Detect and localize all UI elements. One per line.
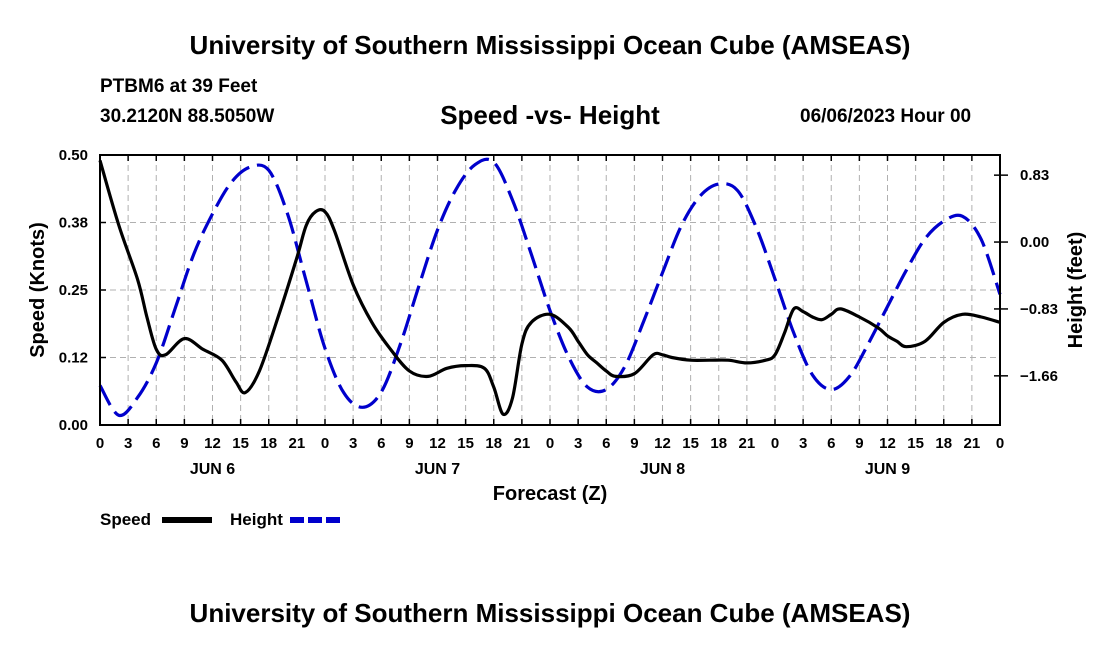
x-tick-label: 12 bbox=[879, 435, 896, 452]
x-tick-label: 18 bbox=[710, 435, 727, 452]
forecast-datetime: 06/06/2023 Hour 00 bbox=[800, 106, 972, 127]
day-label: JUN 9 bbox=[865, 461, 910, 478]
x-tick-label: 15 bbox=[457, 435, 474, 452]
station-label: PTBM6 at 39 Feet bbox=[100, 76, 258, 97]
y-tick-label: 0.50 bbox=[59, 147, 88, 164]
x-tick-label: 3 bbox=[574, 435, 582, 452]
y-axis-label: Speed (Knots) bbox=[27, 222, 49, 358]
y-tick-label: 0.38 bbox=[59, 215, 88, 232]
series-lines bbox=[98, 157, 1002, 418]
y-tick-label: 0.12 bbox=[59, 350, 88, 367]
x-axis-label: Forecast (Z) bbox=[493, 483, 607, 505]
x-tick-label: 9 bbox=[180, 435, 188, 452]
day-label: JUN 8 bbox=[640, 461, 685, 478]
day-label: JUN 6 bbox=[190, 461, 235, 478]
y-tick-label: 0.00 bbox=[59, 417, 88, 434]
chart-subtitle: Speed -vs- Height bbox=[440, 100, 660, 130]
y2-tick-label: 0.83 bbox=[1020, 167, 1049, 184]
x-tick-label: 3 bbox=[124, 435, 132, 452]
speed-series-line bbox=[98, 159, 1001, 417]
grid-lines bbox=[100, 155, 1000, 425]
x-tick-label: 15 bbox=[232, 435, 249, 452]
legend-speed-label: Speed bbox=[100, 510, 152, 529]
y2-tick-label: −0.83 bbox=[1020, 301, 1058, 318]
x-tick-label: 6 bbox=[827, 435, 835, 452]
x-tick-label: 21 bbox=[739, 435, 756, 452]
y2-tick-label: −1.66 bbox=[1020, 368, 1058, 385]
x-tick-label: 15 bbox=[682, 435, 699, 452]
x-tick-label: 18 bbox=[260, 435, 277, 452]
x-tick-label: 18 bbox=[935, 435, 952, 452]
x-tick-label: 0 bbox=[321, 435, 329, 452]
footer-title: University of Southern Mississippi Ocean… bbox=[189, 598, 911, 628]
y-tick-label: 0.25 bbox=[59, 282, 88, 299]
x-tick-label: 0 bbox=[996, 435, 1004, 452]
x-tick-label: 21 bbox=[289, 435, 306, 452]
x-tick-label: 9 bbox=[405, 435, 413, 452]
x-tick-label: 15 bbox=[907, 435, 924, 452]
y2-tick-label: 0.00 bbox=[1020, 234, 1049, 251]
x-tick-label: 0 bbox=[771, 435, 779, 452]
x-tick-label: 6 bbox=[602, 435, 610, 452]
chart-title: University of Southern Mississippi Ocean… bbox=[189, 30, 911, 60]
x-tick-label: 6 bbox=[152, 435, 160, 452]
day-label: JUN 7 bbox=[415, 461, 460, 478]
x-tick-label: 3 bbox=[349, 435, 357, 452]
height-series-line bbox=[98, 157, 1002, 418]
legend-height-label: Height bbox=[230, 510, 283, 529]
x-tick-label: 12 bbox=[204, 435, 221, 452]
x-tick-label: 12 bbox=[654, 435, 671, 452]
x-tick-label: 9 bbox=[630, 435, 638, 452]
x-tick-label: 3 bbox=[799, 435, 807, 452]
axes: 0 3 6 9 12 15 18 21 0 3 6 9 12 15 18 21 0 3 6 9 12 15 18 21 0 3 6 9… bbox=[59, 147, 1058, 478]
x-tick-label: 9 bbox=[855, 435, 863, 452]
x-tick-label: 18 bbox=[485, 435, 502, 452]
x-tick-label: 21 bbox=[514, 435, 531, 452]
coordinates-label: 30.2120N 88.5050W bbox=[100, 106, 275, 127]
x-tick-label: 0 bbox=[546, 435, 554, 452]
x-tick-label: 12 bbox=[429, 435, 446, 452]
y2-axis-label: Height (feet) bbox=[1065, 232, 1087, 349]
x-tick-label: 21 bbox=[964, 435, 981, 452]
x-tick-label: 0 bbox=[96, 435, 104, 452]
x-tick-label: 6 bbox=[377, 435, 385, 452]
